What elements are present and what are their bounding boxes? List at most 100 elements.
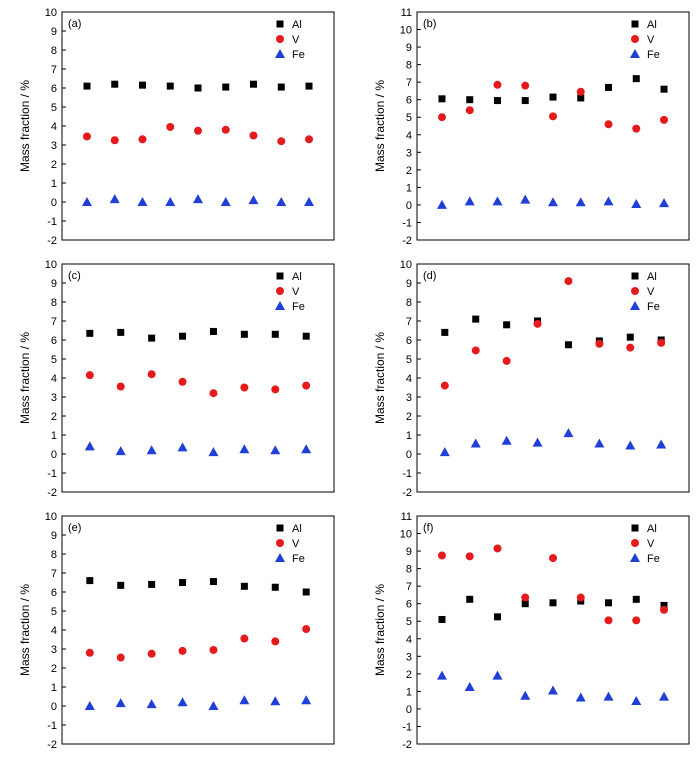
data-point-fe <box>631 199 642 209</box>
y-tick-label: -1 <box>402 468 412 480</box>
data-point-v <box>660 115 669 124</box>
data-point-v <box>576 87 585 96</box>
y-tick-label: 0 <box>406 200 412 212</box>
legend-marker-fe <box>275 301 285 310</box>
data-point-fe <box>220 197 231 206</box>
y-tick-label: 4 <box>406 373 412 385</box>
data-point-v <box>221 125 230 134</box>
data-point-al <box>166 82 174 90</box>
data-point-al <box>632 595 640 603</box>
data-point-al <box>179 332 187 340</box>
data-point-fe <box>603 196 614 206</box>
y-tick-label: 5 <box>51 354 57 366</box>
data-point-al <box>86 577 94 585</box>
data-point-al <box>564 341 572 349</box>
legend-label-al: Al <box>292 271 302 283</box>
data-point-fe <box>436 670 447 680</box>
y-tick-label: 11 <box>401 7 412 19</box>
legend-label-v: V <box>292 286 300 298</box>
y-tick-label: 8 <box>51 297 57 309</box>
legend-label-al: Al <box>292 523 302 535</box>
y-tick-label: 10 <box>45 259 57 271</box>
y-tick-label: -1 <box>47 216 57 228</box>
data-point-v <box>209 645 218 654</box>
y-tick-label: 2 <box>51 411 57 423</box>
data-point-v <box>493 80 502 89</box>
panel-label: (c) <box>68 270 81 282</box>
plot-frame <box>416 11 690 241</box>
data-point-v <box>632 124 641 133</box>
y-tick-label: 10 <box>400 259 412 271</box>
data-point-v <box>302 625 311 634</box>
y-tick-label: 8 <box>51 45 57 57</box>
plot-frame <box>416 263 690 493</box>
y-tick-label: 10 <box>400 25 412 37</box>
legend-label-v: V <box>647 538 655 550</box>
data-point-al <box>493 613 501 621</box>
panel-d: -2 -1 0 1 2 3 4 5 6 7 8 9 10 Mass fraction / % (d) Al VF… <box>373 259 690 499</box>
data-point-fe <box>165 197 176 206</box>
y-tick-label: 5 <box>406 112 412 124</box>
y-tick-label: -1 <box>402 217 412 229</box>
data-point-v <box>194 126 202 135</box>
y-tick-label: 6 <box>51 83 57 95</box>
y-tick-label: 4 <box>406 130 412 142</box>
y-axis-label: Mass fraction / % <box>18 584 32 676</box>
data-point-fe <box>520 690 531 700</box>
legend-marker-v <box>276 287 284 295</box>
data-point-v <box>660 605 669 614</box>
data-point-al <box>302 332 310 340</box>
data-point-al <box>632 75 640 83</box>
legend-marker-fe <box>630 301 640 310</box>
legend-marker-v <box>631 287 639 295</box>
data-point-v <box>209 389 218 398</box>
y-tick-label: 0 <box>406 704 412 716</box>
data-point-v <box>493 544 502 553</box>
data-point-v <box>138 135 147 144</box>
data-point-v <box>116 653 125 662</box>
data-point-fe <box>464 682 475 691</box>
data-point-fe <box>146 699 157 709</box>
y-tick-label: 1 <box>406 430 412 442</box>
data-point-v <box>437 551 446 560</box>
legend-label-al: Al <box>647 271 657 283</box>
y-axis-label: Mass fraction / % <box>373 332 387 424</box>
legend-marker-al <box>276 272 284 280</box>
y-tick-label: 5 <box>51 102 57 114</box>
y-tick-label: 7 <box>51 316 57 328</box>
data-point-al <box>179 579 187 586</box>
legend-marker-v <box>631 539 639 547</box>
legend-label-fe: Fe <box>292 553 305 565</box>
data-point-v <box>147 370 156 379</box>
legend-marker-fe <box>275 553 285 562</box>
y-tick-label: 11 <box>401 511 412 523</box>
data-point-fe <box>304 197 315 206</box>
data-point-fe <box>81 197 92 206</box>
data-point-al <box>209 578 217 586</box>
data-point-v <box>166 122 175 131</box>
data-point-v <box>271 637 280 646</box>
data-point-al <box>250 80 258 88</box>
y-tick-label: 9 <box>406 278 412 290</box>
data-point-fe <box>115 698 126 708</box>
data-point-fe <box>208 447 219 457</box>
legend-label-al: Al <box>647 523 657 535</box>
legend-label-v: V <box>647 34 655 46</box>
data-point-al <box>271 583 279 591</box>
data-point-fe <box>439 447 450 457</box>
y-tick-label: 10 <box>400 529 412 541</box>
data-point-v <box>465 552 474 561</box>
data-point-al <box>441 328 449 336</box>
data-point-v <box>595 339 604 348</box>
y-tick-label: -2 <box>402 235 412 247</box>
data-point-v <box>604 616 613 625</box>
data-point-v <box>305 135 314 144</box>
data-point-al <box>605 599 613 607</box>
y-tick-label: 3 <box>51 644 57 656</box>
data-point-fe <box>492 670 503 680</box>
data-point-al <box>626 333 634 341</box>
y-tick-label: 5 <box>51 606 57 618</box>
data-point-v <box>240 634 249 643</box>
panel-label: (d) <box>423 270 436 282</box>
data-point-v <box>85 371 94 380</box>
